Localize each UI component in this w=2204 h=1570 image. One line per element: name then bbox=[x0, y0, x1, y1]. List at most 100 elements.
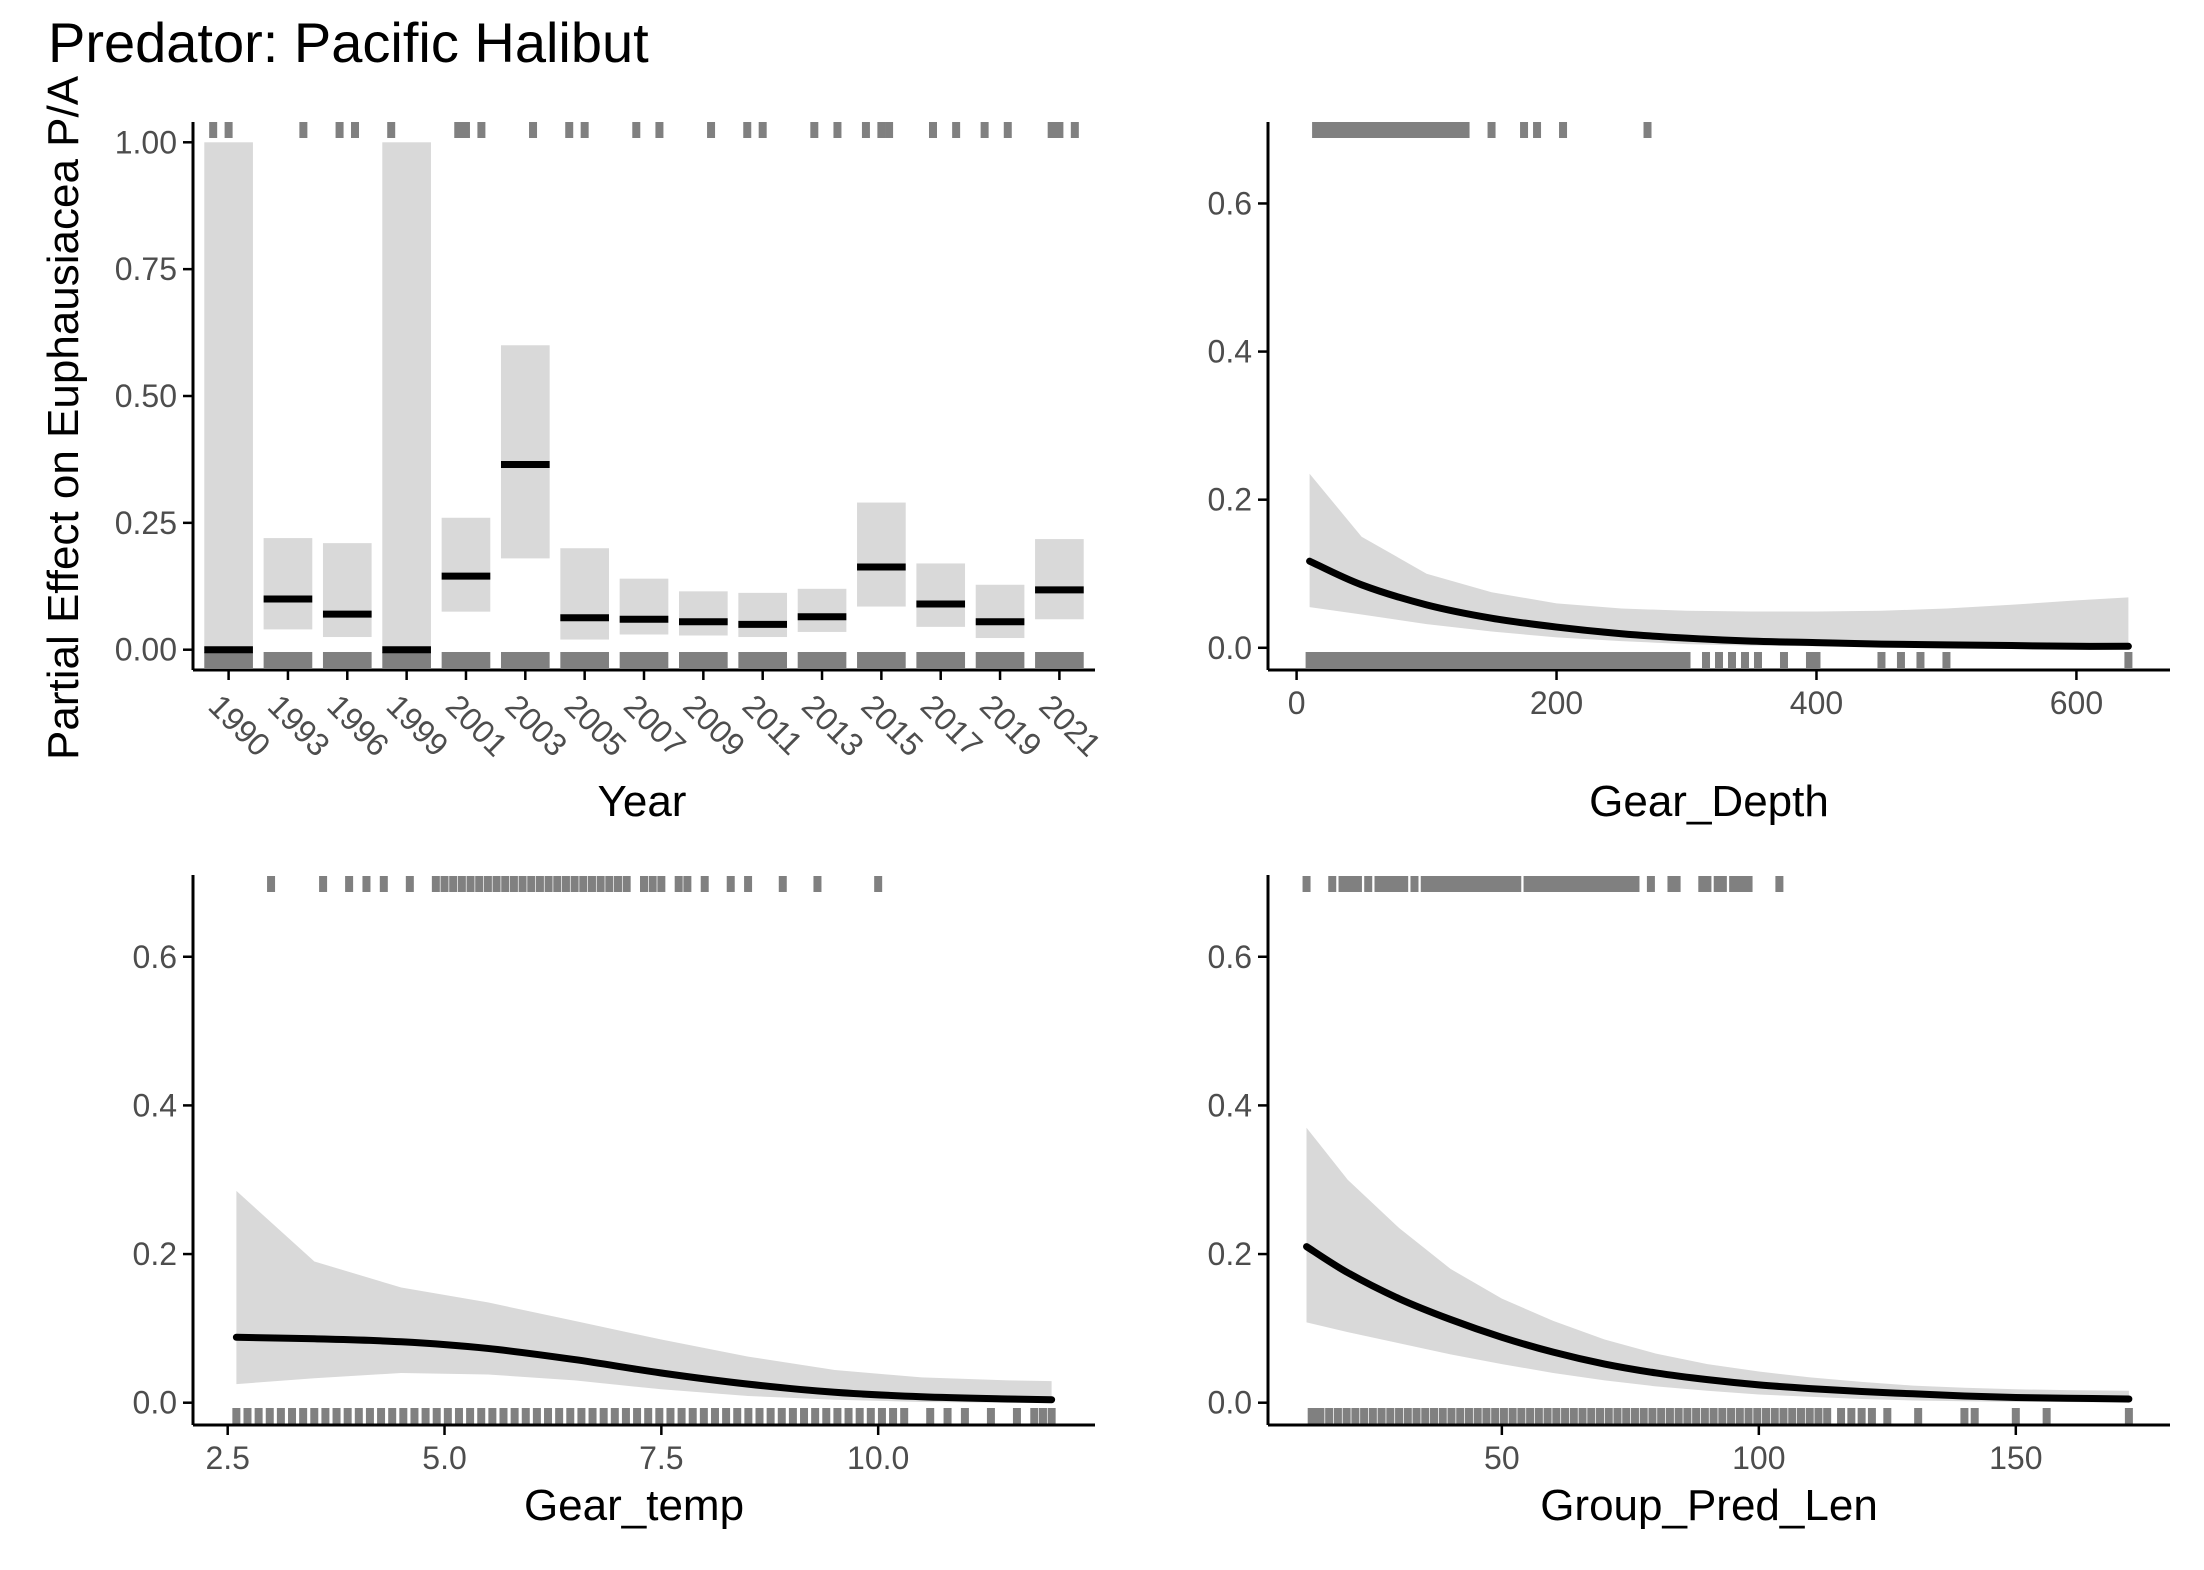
panel-gear-temp: 0.0 0.2 0.4 0.6 2.5 5.0 7.5 10.0 Gear_temp bbox=[133, 875, 1095, 1530]
x-tick-label: 1996 bbox=[320, 687, 396, 763]
rug-tick-top bbox=[1559, 122, 1568, 138]
x-tick-label: 2019 bbox=[973, 687, 1049, 763]
rug-tick-bottom bbox=[1779, 1408, 1788, 1424]
rug-tick-bottom bbox=[365, 1408, 374, 1424]
rug-tick-bottom bbox=[1030, 1408, 1039, 1424]
rug-tick-top bbox=[1487, 876, 1496, 892]
rug-tick-top bbox=[1446, 876, 1455, 892]
rug-tick-top bbox=[1600, 876, 1609, 892]
ci-bar-2009 bbox=[679, 591, 728, 636]
rug-tick-bottom bbox=[1038, 1408, 1047, 1424]
rug-block-bottom bbox=[204, 652, 253, 668]
rug-block-bottom bbox=[1035, 652, 1084, 668]
rug-tick-bottom bbox=[833, 1408, 842, 1424]
rug-tick-top bbox=[1343, 876, 1352, 892]
x-tick-label: 0 bbox=[1288, 685, 1306, 721]
x-axis-title-year: Year bbox=[598, 777, 687, 826]
rug-tick-top bbox=[810, 122, 819, 138]
rug-tick-bottom bbox=[688, 1408, 697, 1424]
rug-tick-bottom bbox=[1594, 652, 1603, 668]
rug-tick-top bbox=[613, 876, 622, 892]
rug-tick-top bbox=[1564, 876, 1573, 892]
rug-tick-bottom bbox=[1368, 1408, 1377, 1424]
rug-block-bottom bbox=[560, 652, 609, 668]
rug-tick-bottom bbox=[2011, 1408, 2020, 1424]
rug-tick-bottom bbox=[1552, 1408, 1561, 1424]
rug-tick-top bbox=[1590, 876, 1599, 892]
rug-tick-bottom bbox=[577, 1408, 586, 1424]
rug-tick-top bbox=[529, 122, 538, 138]
y-tick-label: 0.2 bbox=[1208, 482, 1252, 518]
rug-tick-top bbox=[778, 876, 787, 892]
ci-bar-2003 bbox=[500, 345, 550, 559]
fit-line bbox=[1306, 557, 2132, 650]
rug-tick-bottom bbox=[1942, 652, 1951, 668]
rug-tick-bottom bbox=[432, 1408, 441, 1424]
rug-tick-top bbox=[1047, 122, 1056, 138]
rug-tick-top bbox=[579, 876, 588, 892]
rug-tick-bottom bbox=[1456, 652, 1465, 668]
rug-tick-bottom bbox=[1727, 1408, 1736, 1424]
y-tick-label: 0.4 bbox=[1208, 334, 1252, 370]
rug-tick-top bbox=[1461, 876, 1470, 892]
rug-tick-top bbox=[1533, 876, 1542, 892]
rug-tick-bottom bbox=[1464, 1408, 1473, 1424]
rug-tick-bottom bbox=[811, 1408, 820, 1424]
rug-tick-top bbox=[1734, 876, 1743, 892]
rug-tick-bottom bbox=[1676, 652, 1685, 668]
y-axis-title: Partial Effect on Euphausiacea P/A bbox=[39, 75, 88, 760]
rug-tick-bottom bbox=[1525, 652, 1534, 668]
rug-tick-bottom bbox=[1639, 1408, 1648, 1424]
rug-tick-bottom bbox=[1462, 652, 1471, 668]
rug-tick-bottom bbox=[755, 1408, 764, 1424]
rug-tick-bottom bbox=[232, 1408, 241, 1424]
rug-tick-top bbox=[1425, 876, 1434, 892]
rug-tick-top bbox=[267, 876, 276, 892]
y-tick-label: 0.0 bbox=[1208, 630, 1252, 666]
rug-tick-bottom bbox=[2124, 1408, 2133, 1424]
rug-tick-bottom bbox=[1651, 652, 1660, 668]
rug-tick-top bbox=[1312, 122, 1321, 138]
rug-tick-top bbox=[1003, 122, 1012, 138]
rug-tick-bottom bbox=[1916, 652, 1925, 668]
rug-tick-top bbox=[833, 122, 842, 138]
rug-tick-bottom bbox=[1468, 652, 1477, 668]
rug-tick-bottom bbox=[510, 1408, 519, 1424]
rug-tick-top bbox=[596, 876, 605, 892]
rug-tick-bottom bbox=[855, 1408, 864, 1424]
x-tick-label: 2021 bbox=[1032, 687, 1108, 763]
rug-tick-top bbox=[1420, 876, 1429, 892]
rug-tick-bottom bbox=[443, 1408, 452, 1424]
rug-tick-top bbox=[587, 876, 596, 892]
rug-tick-top bbox=[405, 876, 414, 892]
rug-tick-top bbox=[1389, 876, 1398, 892]
rug-tick-top bbox=[1544, 876, 1553, 892]
rug-block-bottom bbox=[263, 652, 313, 668]
rug-tick-bottom bbox=[1727, 652, 1736, 668]
rug-tick-bottom bbox=[1012, 1408, 1021, 1424]
rug-tick-bottom bbox=[1324, 652, 1333, 668]
rug-tick-bottom bbox=[1563, 652, 1572, 668]
rug-tick-bottom bbox=[454, 1408, 463, 1424]
rug-tick-top bbox=[632, 122, 641, 138]
rug-tick-top bbox=[1370, 122, 1379, 138]
rug-tick-bottom bbox=[421, 1408, 430, 1424]
rug-tick-bottom bbox=[710, 1408, 719, 1424]
panel-year: 0.00 0.25 0.50 0.75 1.00 19901993199619992001… bbox=[115, 122, 1108, 826]
rug-tick-bottom bbox=[1374, 652, 1383, 668]
rug-tick-bottom bbox=[1377, 1408, 1386, 1424]
rug-tick-bottom bbox=[1387, 652, 1396, 668]
rug-tick-top bbox=[1744, 876, 1753, 892]
rug-tick-bottom bbox=[1665, 1408, 1674, 1424]
rug-tick-bottom bbox=[1307, 1408, 1316, 1424]
rug-tick-top bbox=[1302, 876, 1311, 892]
rug-tick-bottom bbox=[866, 1408, 875, 1424]
rug-tick-bottom bbox=[544, 1408, 553, 1424]
rug-tick-bottom bbox=[399, 1408, 408, 1424]
rug-tick-bottom bbox=[1779, 652, 1788, 668]
rug-tick-bottom bbox=[1330, 652, 1339, 668]
rug-tick-bottom bbox=[1393, 652, 1402, 668]
rug-tick-bottom bbox=[1506, 652, 1515, 668]
rug-tick-bottom bbox=[1669, 652, 1678, 668]
rug-tick-top bbox=[1395, 876, 1404, 892]
